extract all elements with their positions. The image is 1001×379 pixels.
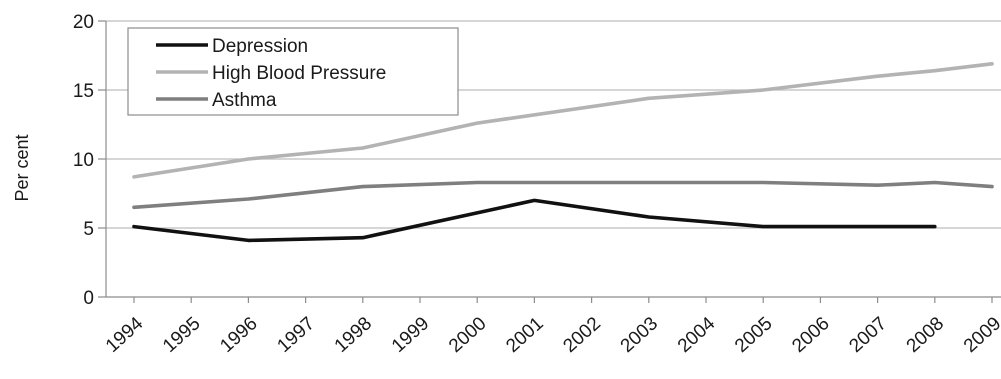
x-tick-label: 2007 xyxy=(845,313,890,357)
series-line-asthma xyxy=(132,180,994,210)
series-line-depression xyxy=(132,198,937,243)
x-tick-label: 2001 xyxy=(502,313,547,357)
x-tick-label: 2002 xyxy=(559,313,604,357)
legend: Depression High Blood Pressure Asthma xyxy=(127,27,459,116)
y-tick-label: 20 xyxy=(73,12,94,33)
x-tick-label: 2005 xyxy=(731,313,776,357)
x-tick-label: 2006 xyxy=(788,313,833,357)
x-tick-label: 1995 xyxy=(159,313,204,357)
x-tick-label: 1996 xyxy=(216,313,261,357)
x-tick-label: 2003 xyxy=(617,313,662,357)
x-tick-label: 1994 xyxy=(102,313,148,357)
y-tick-label: 5 xyxy=(83,219,94,240)
x-tick-label: 2000 xyxy=(445,313,490,357)
series-lines xyxy=(132,61,994,243)
y-tick-label: 0 xyxy=(83,288,94,309)
legend-label: High Blood Pressure xyxy=(212,63,386,84)
x-tick-label: 2009 xyxy=(960,313,1001,357)
x-tick-label: 1998 xyxy=(331,313,376,357)
x-tick-label: 1997 xyxy=(273,313,318,357)
y-tick-label: 15 xyxy=(73,81,94,102)
x-tick-label: 2008 xyxy=(903,313,948,357)
legend-label: Depression xyxy=(212,36,308,57)
legend-label: Asthma xyxy=(212,90,277,111)
y-tick-label: 10 xyxy=(73,150,94,171)
x-tick-label: 1999 xyxy=(388,313,433,357)
y-axis-title: Per cent xyxy=(12,134,32,201)
series-line-high-blood-pressure xyxy=(132,61,994,179)
x-tick-label: 2004 xyxy=(674,313,720,357)
